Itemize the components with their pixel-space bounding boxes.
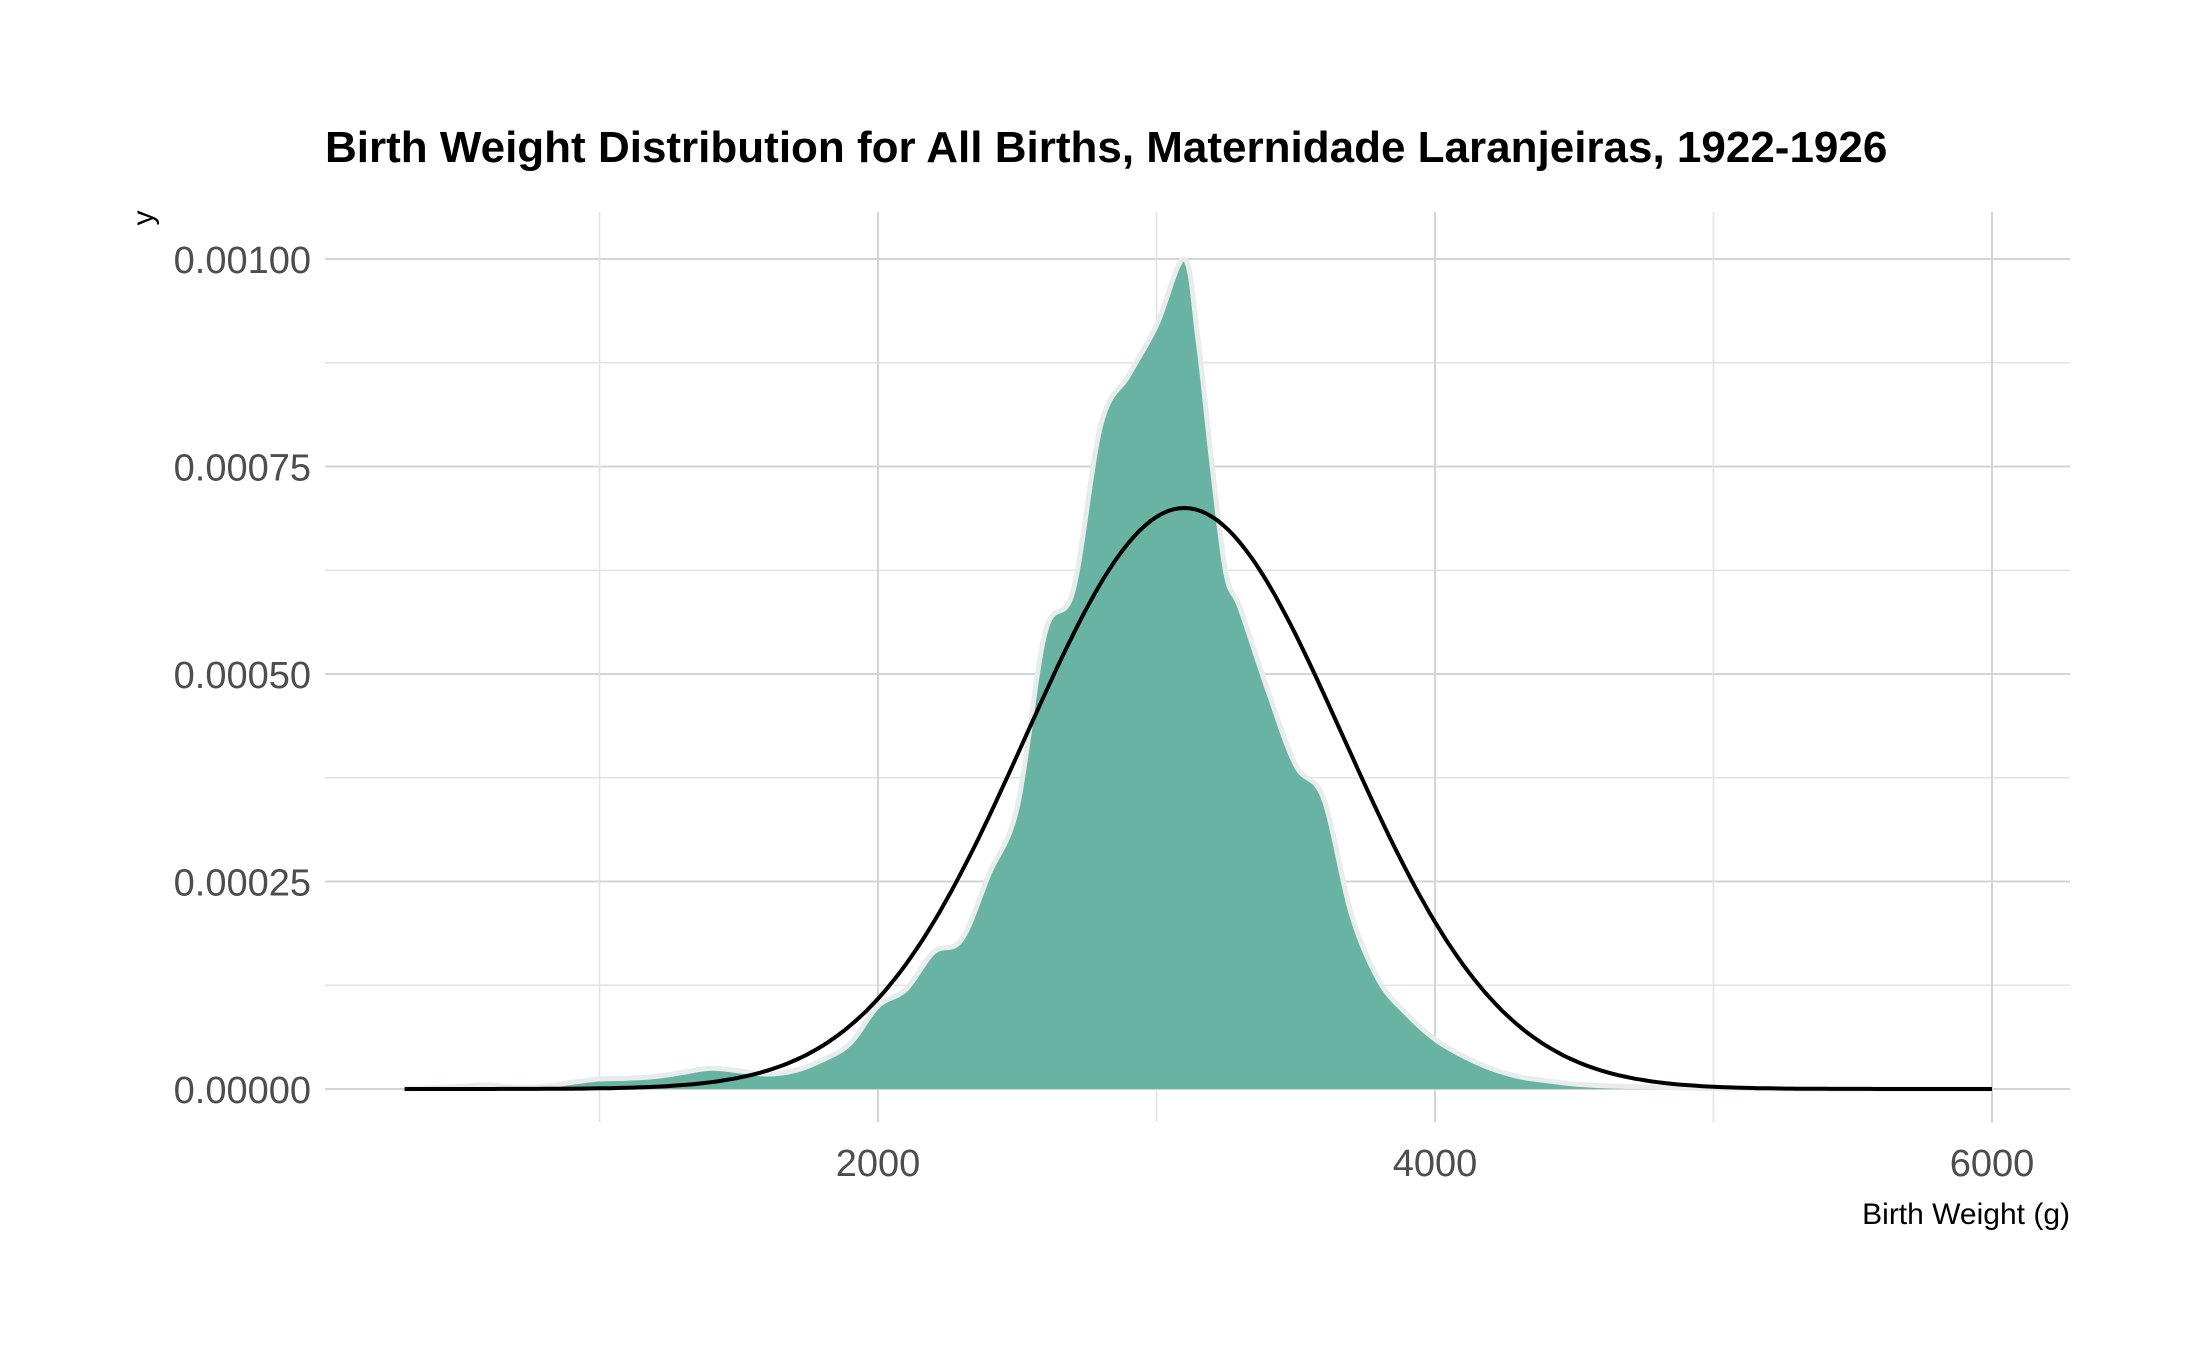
- y-tick-label: 0.00000: [174, 1070, 311, 1112]
- y-tick-label: 0.00075: [174, 448, 311, 490]
- y-tick-label: 0.00050: [174, 655, 311, 697]
- x-tick-labels: 2000 4000 6000: [836, 1143, 2035, 1185]
- y-tick-label: 0.00025: [174, 863, 311, 905]
- x-axis-label: Birth Weight (g): [1862, 1198, 2070, 1231]
- y-axis-label: y: [127, 211, 160, 226]
- x-tick-label: 2000: [836, 1143, 921, 1185]
- y-tick-labels: 0.00000 0.00025 0.00050 0.00075 0.00100: [174, 240, 311, 1112]
- chart-title: Birth Weight Distribution for All Births…: [325, 123, 1887, 172]
- x-tick-label: 4000: [1393, 1143, 1478, 1185]
- x-tick-label: 6000: [1950, 1143, 2035, 1185]
- normal-curve-line: [404, 506, 1992, 1091]
- y-tick-label: 0.00100: [174, 240, 311, 282]
- density-area: [404, 258, 1993, 1089]
- density-layer: [404, 256, 1993, 1092]
- density-outline: [404, 256, 1992, 1092]
- normal-curve-layer: [404, 506, 1992, 1091]
